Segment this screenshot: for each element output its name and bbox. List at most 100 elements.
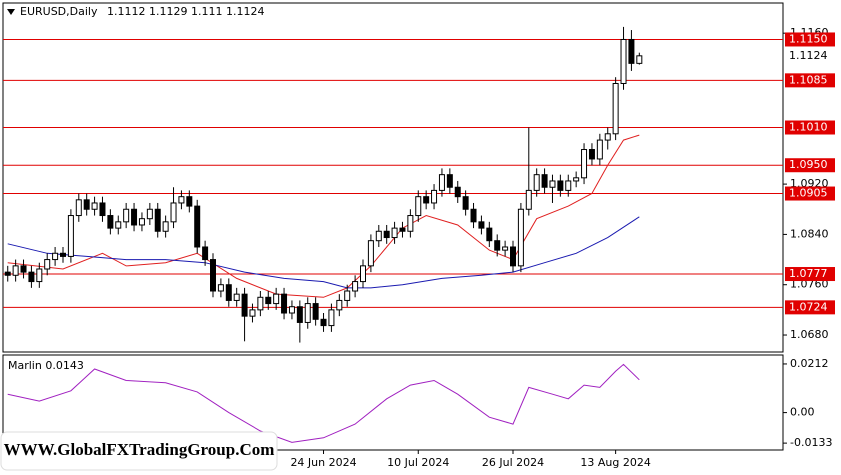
candle-body [415,196,422,217]
indicator-tick-label: -0.0133 [790,436,832,449]
header-close: 1.1124 [226,5,265,18]
candle-body [281,293,288,314]
candle-body [312,303,319,320]
candle-body [320,318,327,327]
candle-body [115,221,122,229]
level-label: 1.0950 [789,158,828,171]
candle-body [186,196,193,207]
candle-body [138,218,145,226]
indicator-tick-label: 0.00 [790,406,815,419]
candle-body [407,215,414,232]
candle-body [67,215,74,257]
candle-body [225,284,232,301]
candle-body [28,271,35,283]
y-tick-label: 1.0840 [790,227,829,240]
x-tick-label: 26 Jul 2024 [482,456,544,469]
candle-body [83,199,90,210]
level-label-box [785,32,835,47]
x-tick-label: 13 Aug 2024 [580,456,650,469]
candle-body [581,149,588,179]
candle-body [123,208,130,223]
header-open: 1.1112 [107,5,146,18]
candle-body [328,309,335,327]
candle-body [549,180,556,188]
candle-body [604,133,611,141]
candle-body [438,174,445,191]
symbol: EURUSD,Daily [20,5,98,18]
candle-body [525,189,532,210]
candle-body [131,208,138,226]
candle-body [517,208,524,267]
candle-body [154,208,161,232]
candle-body [612,82,619,135]
level-label-box [785,73,835,88]
candle-body [170,202,177,223]
watermark-box [0,431,278,471]
candle-body [107,215,114,229]
indicator-name: Marlin [8,359,42,372]
watermark: WWW.GlobalFXTradingGroup.Com [4,440,275,459]
chart-header: EURUSD,Daily 1.1112 1.1129 1.111 1.1124 [20,5,264,18]
candle-body [241,293,248,317]
candle-body [367,240,374,267]
candle-body [502,246,509,251]
candle-body [20,265,27,273]
candle-body [565,180,572,191]
indicator-last: 0.0143 [45,359,84,372]
candle-body [336,299,343,311]
level-label: 1.1010 [789,121,828,134]
candle-body [296,306,303,323]
candle-body [99,202,106,217]
level-label-box [785,158,835,173]
candle-body [446,174,453,188]
candle-body [44,259,51,270]
candle-body [533,174,540,191]
candle-body [288,306,295,314]
level-label: 1.1085 [789,73,828,86]
y-tick-label: 1.0680 [790,328,829,341]
candle-body [557,180,564,191]
level-label-box [785,186,835,201]
candle-body [202,246,209,261]
indicator-label: Marlin 0.0143 [8,359,84,372]
candle-body [52,252,59,261]
candle-body [628,38,635,64]
candle-body [60,252,66,257]
candle-body [399,227,406,232]
level-label: 1.1150 [789,32,828,45]
moving-average [7,134,640,298]
candle-body [91,202,98,210]
candle-body [383,230,390,239]
candle-body [344,290,351,301]
candle-body [178,196,185,204]
candle-body [462,196,469,210]
candle-body [4,271,11,276]
header-high: 1.1129 [149,5,188,18]
header-low: 1.111 [191,5,223,18]
candle-body [249,309,256,317]
menu-triangle [7,9,15,15]
candle-body [210,259,216,292]
candle-body [486,227,493,242]
candle-body [194,205,201,248]
candle-body [391,227,398,239]
candle-body [494,240,501,251]
candle-body [217,284,224,292]
candle-body [257,296,264,311]
level-label-box [785,120,835,135]
candle-body [454,186,461,198]
x-tick-label: 10 Jul 2024 [387,456,449,469]
level-label-box [785,300,835,315]
level-label: 1.0777 [789,267,828,280]
level-label: 1.0724 [789,300,828,313]
candle-body [510,246,516,267]
candle-body [146,208,153,220]
candle-body [352,281,359,292]
candle-body [423,196,430,204]
candle-body [375,230,382,242]
price-label-box [785,48,835,63]
candle-body [12,265,19,276]
candle-body [470,208,477,223]
